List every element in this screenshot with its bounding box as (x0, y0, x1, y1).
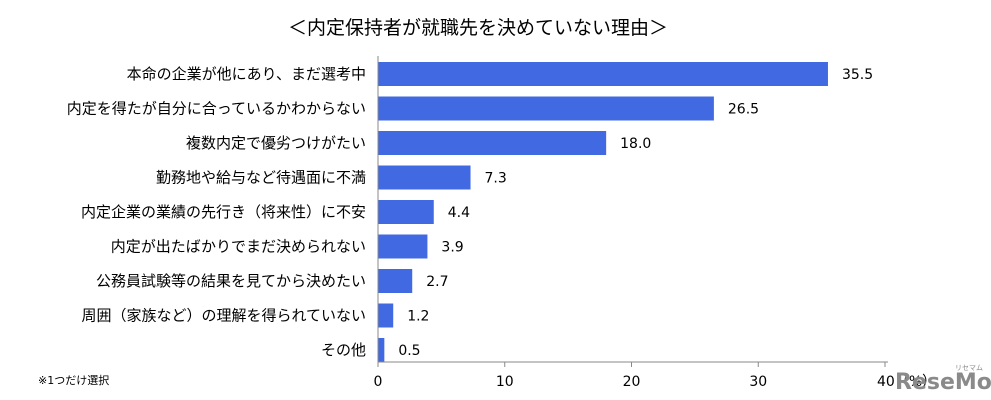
value-labels: 35.5 26.5 18.0 7.3 4.4 3.9 2.7 1.2 0.5 (398, 67, 873, 359)
value-label: 35.5 (842, 67, 873, 83)
bar (378, 200, 434, 224)
resemom-logo: ReseMom リセマム (895, 364, 991, 395)
bar (378, 62, 828, 86)
value-label: 4.4 (448, 205, 470, 221)
x-tick-label: 30 (749, 374, 767, 390)
bar (378, 269, 413, 293)
category-label: 内定を得たが自分に合っているかわからない (67, 100, 366, 118)
chart-title: ＜内定保持者が就職先を決めていない理由＞ (288, 17, 668, 39)
bar (378, 303, 394, 328)
logo-subtext: リセマム (955, 364, 983, 372)
value-label: 0.5 (398, 343, 420, 359)
category-label: その他 (321, 341, 366, 359)
category-label: 本命の企業が他にあり、まだ選考中 (127, 65, 366, 83)
x-tick-label: 0 (374, 374, 383, 390)
bar (378, 234, 428, 259)
bar (378, 96, 714, 121)
chart-note: ※1つだけ選択 (38, 373, 109, 387)
x-tick-label: 10 (496, 374, 514, 390)
x-tick-label: 40（%） (877, 374, 936, 390)
value-label: 1.2 (407, 309, 429, 325)
category-label: 内定企業の業績の先行き（将来性）に不安 (81, 203, 366, 221)
x-tick-label: 20 (623, 374, 641, 390)
bars-group (378, 62, 828, 362)
category-label: 複数内定で優劣つけがたい (186, 134, 366, 152)
category-label: 内定が出たばかりでまだ決められない (111, 238, 366, 256)
bar (378, 338, 385, 362)
value-label: 2.7 (426, 274, 448, 290)
value-label: 18.0 (620, 136, 651, 152)
bar (378, 131, 607, 155)
x-axis-ticks: 0 10 20 30 40（%） (374, 362, 936, 390)
logo-text: ReseMom (895, 370, 991, 395)
bar (378, 165, 471, 190)
value-label: 26.5 (728, 102, 759, 118)
category-label: 周囲（家族など）の理解を得られていない (81, 307, 366, 325)
category-label: 勤務地や給与など待遇面に不満 (156, 169, 366, 187)
value-label: 3.9 (441, 240, 463, 256)
category-label: 公務員試験等の結果を見てから決めたい (96, 272, 366, 290)
category-labels: 本命の企業が他にあり、まだ選考中内定を得たが自分に合っているかわからない複数内定… (67, 65, 366, 359)
value-label: 7.3 (485, 171, 507, 187)
